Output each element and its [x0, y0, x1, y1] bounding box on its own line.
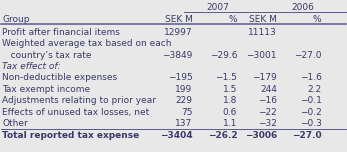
Text: 244: 244: [260, 85, 277, 94]
Text: 199: 199: [175, 85, 193, 94]
Text: Adjustments relating to prior year: Adjustments relating to prior year: [2, 96, 156, 105]
Text: country’s tax rate: country’s tax rate: [2, 50, 92, 60]
Text: 1.5: 1.5: [223, 85, 237, 94]
Text: 1.1: 1.1: [223, 119, 237, 128]
Text: −27.0: −27.0: [294, 50, 322, 60]
Text: 11113: 11113: [248, 28, 277, 37]
Text: −16: −16: [258, 96, 277, 105]
Text: −27.0: −27.0: [292, 131, 322, 140]
Text: Total reported tax expense: Total reported tax expense: [2, 131, 139, 140]
Text: Effects of unused tax losses, net: Effects of unused tax losses, net: [2, 108, 149, 117]
Text: 75: 75: [181, 108, 193, 117]
Text: 12997: 12997: [164, 28, 193, 37]
Text: %: %: [229, 15, 237, 24]
Text: Tax exempt income: Tax exempt income: [2, 85, 90, 94]
Text: 2007: 2007: [207, 3, 230, 12]
Text: SEK M: SEK M: [164, 15, 193, 24]
Text: 137: 137: [175, 119, 193, 128]
Text: 2.2: 2.2: [307, 85, 322, 94]
Text: Weighted average tax based on each: Weighted average tax based on each: [2, 39, 171, 48]
Text: −22: −22: [258, 108, 277, 117]
Text: 0.6: 0.6: [223, 108, 237, 117]
Text: Other: Other: [2, 119, 28, 128]
Text: −0.3: −0.3: [300, 119, 322, 128]
Text: −29.6: −29.6: [210, 50, 237, 60]
Text: Profit after financial items: Profit after financial items: [2, 28, 120, 37]
Text: −3404: −3404: [160, 131, 193, 140]
Text: Group: Group: [2, 15, 29, 24]
Text: −26.2: −26.2: [208, 131, 237, 140]
Text: −1.5: −1.5: [215, 73, 237, 83]
Text: −32: −32: [258, 119, 277, 128]
Text: −0.2: −0.2: [300, 108, 322, 117]
Text: −179: −179: [252, 73, 277, 83]
Text: −3006: −3006: [245, 131, 277, 140]
Text: −0.1: −0.1: [300, 96, 322, 105]
Text: 2006: 2006: [291, 3, 314, 12]
Text: %: %: [313, 15, 322, 24]
Text: −195: −195: [168, 73, 193, 83]
Text: 1.8: 1.8: [223, 96, 237, 105]
Text: −3849: −3849: [162, 50, 193, 60]
Text: −1.6: −1.6: [300, 73, 322, 83]
Text: −3001: −3001: [246, 50, 277, 60]
Text: 229: 229: [176, 96, 193, 105]
Text: Non-deductible expenses: Non-deductible expenses: [2, 73, 117, 83]
Text: Tax effect of:: Tax effect of:: [2, 62, 61, 71]
Text: SEK M: SEK M: [249, 15, 277, 24]
